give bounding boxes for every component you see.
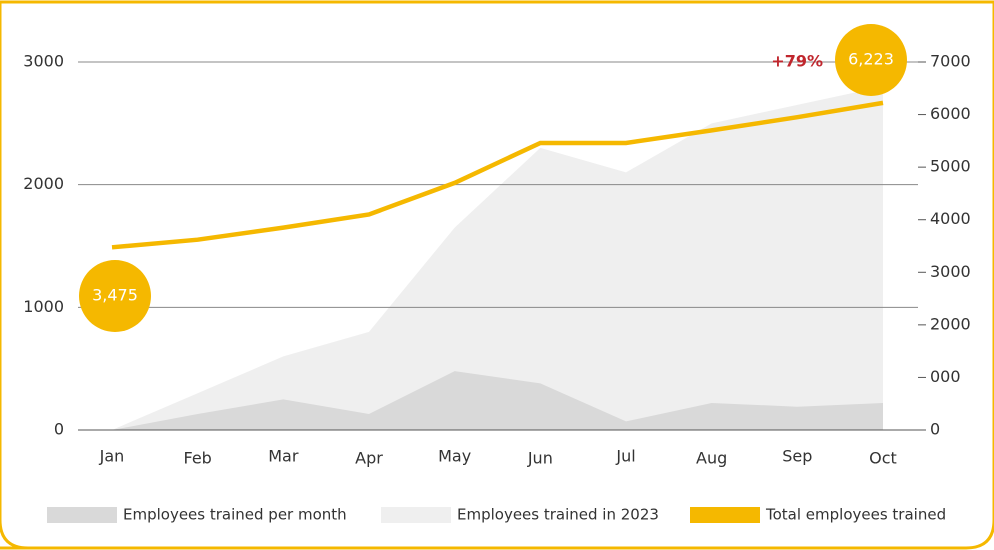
bubble-label: 6,223 — [848, 50, 894, 69]
area — [112, 371, 883, 430]
y2-tick-label: 6000 — [930, 104, 971, 123]
y-tick-label: 1000 — [23, 297, 64, 316]
y-tick-label: 3000 — [23, 52, 64, 71]
legend-swatch — [381, 507, 451, 523]
area — [112, 86, 883, 431]
x-tick-label: May — [438, 447, 471, 466]
x-tick-label: Jul — [615, 447, 635, 466]
bubble-label: 3,475 — [92, 286, 138, 305]
legend-label: Total employees trained — [765, 506, 946, 524]
line — [111, 100, 884, 250]
x-tick-label: Jan — [99, 447, 125, 466]
x-tick-label: Mar — [268, 447, 299, 466]
y2-tick-label: 0 — [930, 420, 940, 439]
y-tick-label: 2000 — [23, 174, 64, 193]
y2-tick-label: 7000 — [930, 52, 971, 71]
y2-tick-label: 2000 — [930, 314, 971, 333]
y2-tick-label: 5000 — [930, 157, 971, 176]
x-tick-label: Feb — [184, 449, 212, 468]
growth-label: +79% — [771, 52, 823, 71]
x-tick-label: Oct — [869, 449, 897, 468]
frame-left — [0, 2, 29, 550]
legend-label: Employees trained per month — [123, 506, 347, 524]
value-bubble — [835, 24, 907, 96]
y2-tick-label: 3000 — [930, 262, 971, 281]
x-tick-label: Sep — [782, 447, 812, 466]
y-tick-label: 0 — [54, 420, 64, 439]
legend-label: Employees trained in 2023 — [457, 506, 659, 524]
value-bubble — [79, 260, 151, 332]
x-tick-label: Aug — [696, 449, 727, 468]
legend-swatch — [47, 507, 117, 523]
y2-tick-label: 4000 — [930, 209, 971, 228]
x-tick-label: Apr — [355, 449, 383, 468]
legend-swatch — [690, 507, 760, 523]
y2-tick-label: 000 — [930, 367, 961, 386]
x-tick-label: Jun — [527, 449, 553, 468]
